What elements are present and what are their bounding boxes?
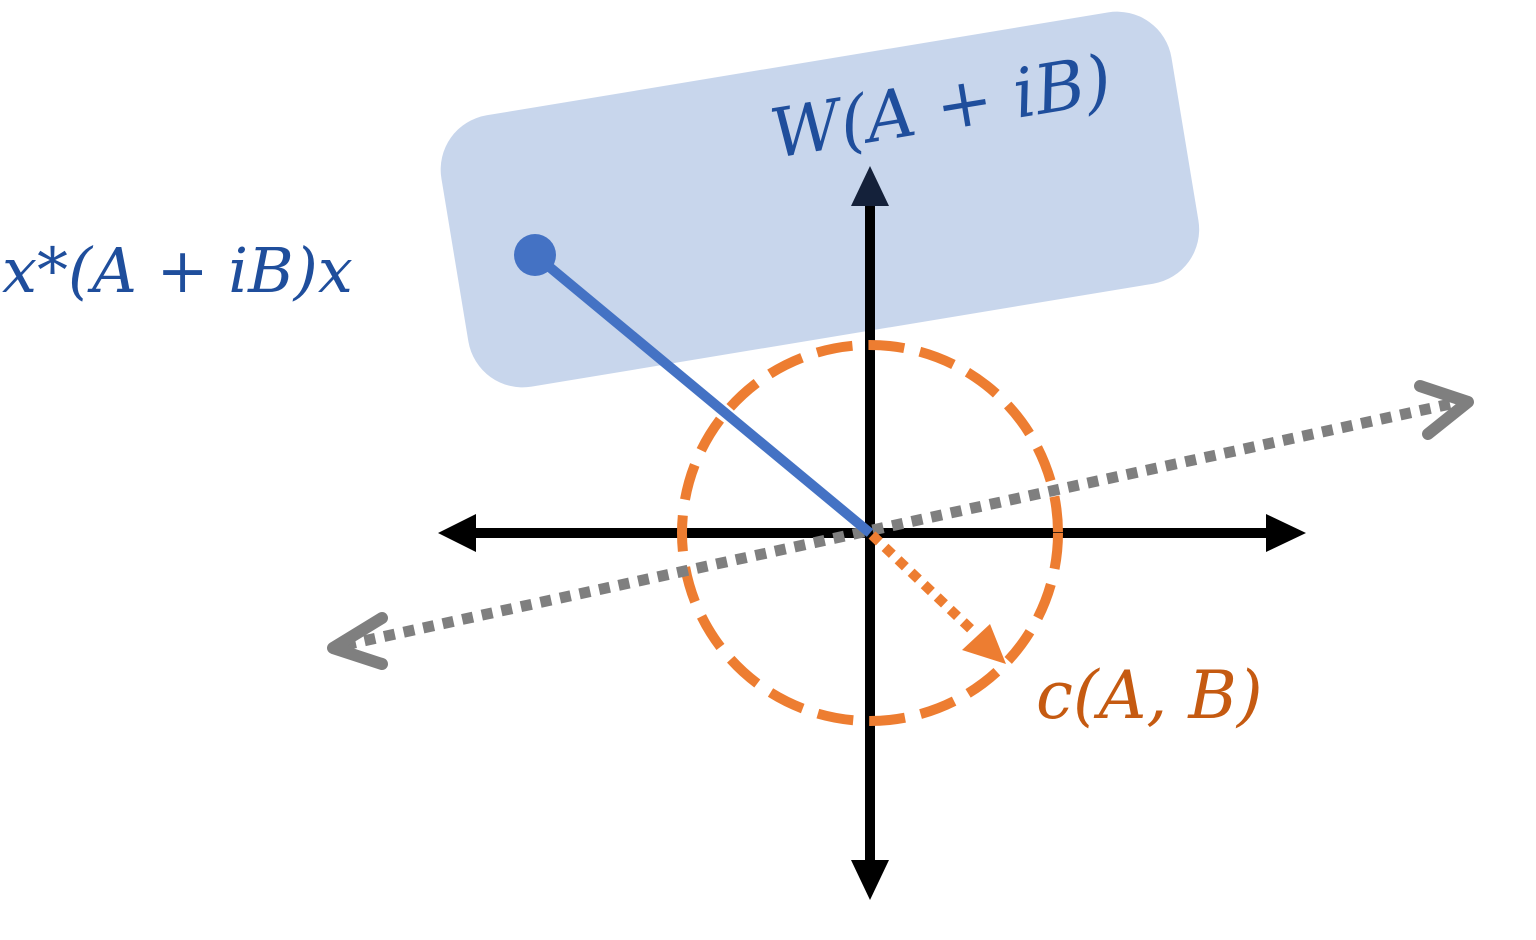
radius-arrow bbox=[868, 531, 979, 637]
numerical-range-region bbox=[440, 11, 1200, 388]
y-axis-top-arrowhead bbox=[851, 166, 889, 206]
y-axis-bottom-arrowhead bbox=[851, 860, 889, 900]
dotted-line-right-arrowhead bbox=[1414, 380, 1474, 440]
radius-arrowhead bbox=[962, 624, 1006, 664]
quadratic-form-label: x*(A + iB)x bbox=[2, 234, 353, 307]
dotted-line-left-arrowhead bbox=[327, 612, 388, 670]
x-axis-right-arrowhead bbox=[1266, 514, 1306, 552]
radius-label: c(A, B) bbox=[1036, 657, 1263, 734]
dotted-direction-line bbox=[343, 397, 1457, 651]
x-axis-left-arrowhead bbox=[438, 514, 476, 552]
quadratic-form-vector bbox=[531, 251, 874, 537]
radius-circle bbox=[677, 340, 1063, 726]
quadratic-form-point bbox=[514, 234, 556, 276]
